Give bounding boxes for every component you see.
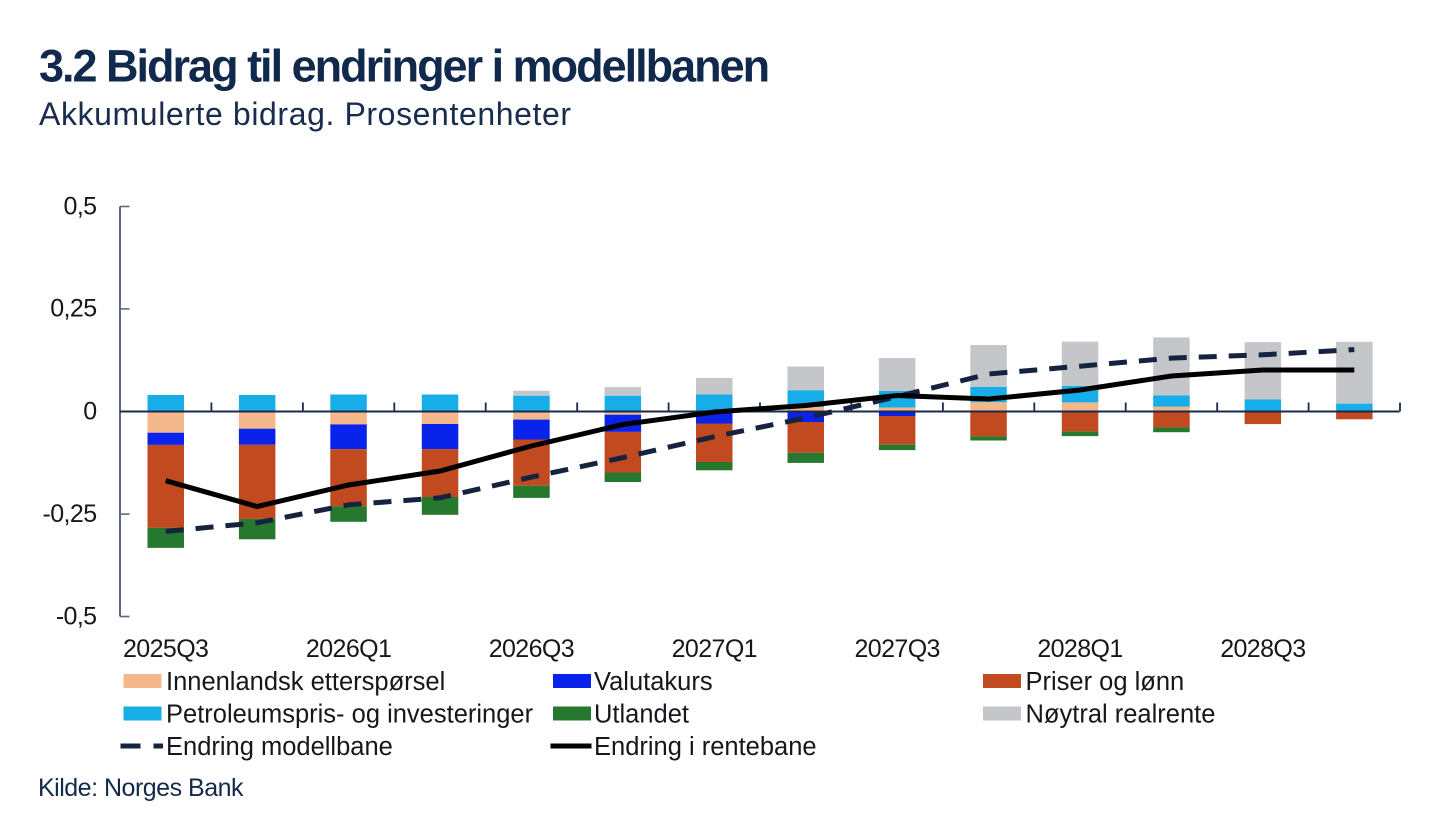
svg-text:0: 0 xyxy=(83,397,96,425)
svg-text:Innenlandsk etterspørsel: Innenlandsk etterspørsel xyxy=(166,668,445,696)
svg-text:-0,5: -0,5 xyxy=(56,602,97,630)
svg-text:2026Q1: 2026Q1 xyxy=(306,635,391,663)
svg-text:2027Q1: 2027Q1 xyxy=(672,635,757,663)
svg-text:Endring modellbane: Endring modellbane xyxy=(166,733,393,761)
svg-text:-0,25: -0,25 xyxy=(43,500,97,528)
svg-text:Endring i rentebane: Endring i rentebane xyxy=(594,733,817,761)
svg-text:Nøytral realrente: Nøytral realrente xyxy=(1026,700,1216,728)
svg-text:2028Q1: 2028Q1 xyxy=(1037,635,1122,663)
svg-text:Petroleumspris- og investering: Petroleumspris- og investeringer xyxy=(166,700,534,728)
svg-text:2025Q3: 2025Q3 xyxy=(123,635,208,663)
svg-text:Utlandet: Utlandet xyxy=(594,700,689,728)
svg-text:2027Q3: 2027Q3 xyxy=(855,635,940,663)
svg-text:Akkumulerte bidrag. Prosentenh: Akkumulerte bidrag. Prosentenheter xyxy=(39,96,572,132)
svg-text:0,5: 0,5 xyxy=(64,192,97,220)
svg-text:3.2 Bidrag til endringer i mod: 3.2 Bidrag til endringer i modellbanen xyxy=(39,41,768,92)
svg-text:Priser og lønn: Priser og lønn xyxy=(1026,668,1185,696)
svg-text:2028Q3: 2028Q3 xyxy=(1220,635,1305,663)
svg-text:Valutakurs: Valutakurs xyxy=(594,668,713,696)
svg-text:2026Q3: 2026Q3 xyxy=(489,635,574,663)
svg-text:Kilde: Norges Bank: Kilde: Norges Bank xyxy=(38,774,244,802)
svg-text:0,25: 0,25 xyxy=(50,295,96,323)
